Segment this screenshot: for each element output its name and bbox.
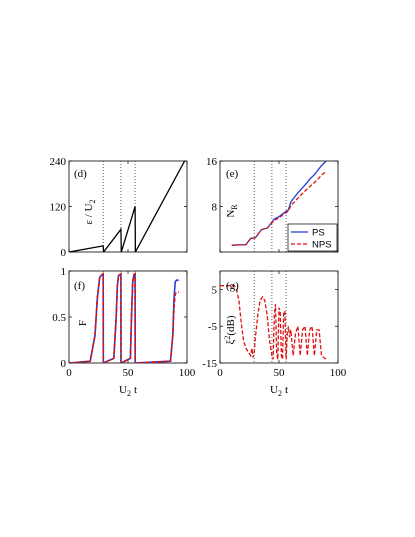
panel-label: (g) [226,280,239,292]
panel-label: (f) [74,280,85,292]
x-axis-label: U2 t [119,384,137,398]
x-tick-label: 50 [123,367,135,379]
y-axis-label-main: N [225,210,237,218]
y-axis-label: ξ2(dB) [223,315,237,344]
x-tick-label: 100 [330,367,347,379]
x-tick-label: 50 [274,367,286,379]
panel-label: (e) [226,168,239,180]
plot-frame [68,270,188,364]
x-axis-label-main: U [119,384,127,396]
panel-g: 0 50 100-15-55 (g)ξ2(dB)U2 t [202,270,347,398]
legend-entry-nps: NPS [312,240,332,251]
y-tick-label: 120 [50,202,67,214]
x-tick-label: 100 [179,367,196,379]
y-axis-label: ε / U2 [83,199,97,224]
x-axis-label-tail: t [134,384,137,396]
y-axis-label-sub: R [230,204,239,210]
y-axis-label: F [77,320,89,326]
y-tick-label: -15 [202,358,217,370]
legend-entry-ps: PS [312,228,325,239]
series-line-ps [231,161,327,246]
y-axis-label-sup: 2 [223,336,232,340]
series-line-main [69,161,186,252]
x-axis-label: U2 t [270,384,288,398]
panel-label: (d) [74,168,87,180]
series-line-ps [69,272,179,363]
panel-f: 0 50 100 0 0.5 1 (f) F U2 t [52,266,196,398]
x-axis-label-main: U [270,384,278,396]
series-line-nps [231,170,327,246]
y-axis-label-tail: (dB) [225,315,237,336]
y-axis-label-sub: 2 [88,199,97,203]
y-axis-label-main: ε / U [83,203,95,224]
x-tick-label: 0 [217,367,223,379]
y-tick-label: 0 [61,247,67,259]
panel-d: 0 120 240 (d) ε / U2 [50,156,188,259]
y-tick-label: -5 [208,321,218,333]
x-tick-label: 0 [66,367,72,379]
series-line-nps [69,272,179,363]
x-axis-label-sub: 2 [278,389,282,398]
y-tick-label: 240 [50,156,67,168]
x-axis-label-tail: t [285,384,288,396]
y-tick-label: 5 [212,284,218,296]
legend-box [287,223,338,252]
y-axis-label-main: F [77,320,89,326]
y-axis-label-main: ξ [225,340,237,345]
series-line-nps [220,285,327,360]
x-axis-label-sub: 2 [127,389,131,398]
y-tick-label: 1 [61,266,67,278]
y-tick-label: 16 [206,156,218,168]
y-tick-label: 0 [61,358,67,370]
y-axis-label: NR [225,204,239,218]
y-tick-label: 8 [212,202,218,214]
y-tick-label: 0.5 [52,312,66,324]
